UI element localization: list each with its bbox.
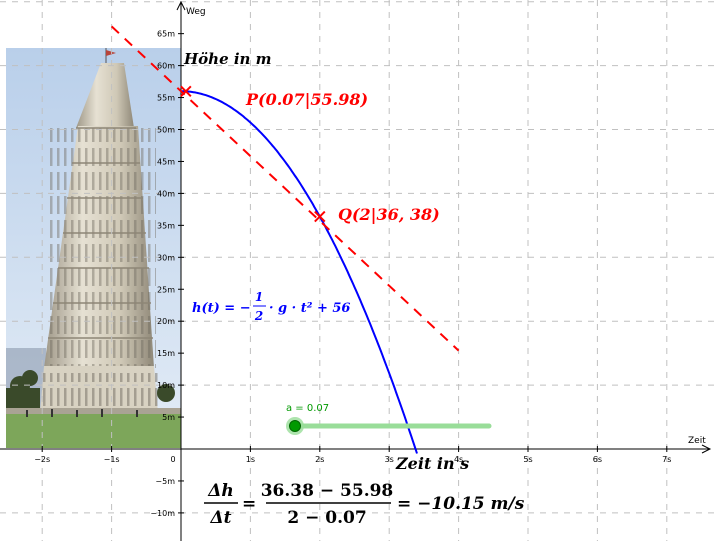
point-p-label: P(0.07|55.98) bbox=[245, 90, 368, 109]
formula-frac-num: 1 bbox=[255, 290, 263, 304]
quotient-equals: = bbox=[242, 494, 256, 514]
quotient-result: = −10.15 m/s bbox=[397, 494, 525, 514]
point-q-marker[interactable] bbox=[314, 210, 326, 223]
y-tick-label: 40m bbox=[157, 189, 175, 198]
point-p-marker[interactable] bbox=[180, 85, 192, 97]
y-tick-label: 15m bbox=[157, 349, 175, 358]
quotient-rhs-num: 36.38 − 55.98 bbox=[261, 481, 394, 501]
x-axis-name: Zeit bbox=[688, 436, 706, 446]
y-tick-label: −10m bbox=[150, 509, 175, 518]
x-tick-label: 1s bbox=[246, 455, 255, 464]
slider[interactable]: a = 0.07 bbox=[286, 403, 492, 435]
y-tick-label: 10m bbox=[157, 381, 175, 390]
y-tick-label: 65m bbox=[157, 30, 175, 39]
y-axis-ticks: 65m 60m 55m 50m 45m 40m 35m 30m 25m 20m 15m 10m 5m −5… bbox=[150, 30, 184, 518]
x-tick-label: 2s bbox=[315, 455, 324, 464]
y-tick-label: 55m bbox=[157, 94, 175, 103]
y-tick-label: −5m bbox=[155, 477, 175, 486]
x-tick-label: 0 bbox=[170, 455, 175, 464]
x-tick-label: 3s bbox=[385, 455, 394, 464]
y-tick-label: 30m bbox=[157, 253, 175, 262]
point-q-label: Q(2|36, 38) bbox=[338, 205, 440, 224]
x-tick-label: −1s bbox=[104, 455, 120, 464]
formula-lhs: h(t) = − bbox=[192, 301, 251, 316]
tower-photo bbox=[6, 48, 181, 448]
y-tick-label: 5m bbox=[162, 413, 175, 422]
point-cross-stroke bbox=[314, 210, 326, 223]
y-tick-label: 35m bbox=[157, 221, 175, 230]
x-tick-label: −2s bbox=[34, 455, 50, 464]
y-tick-label: 20m bbox=[157, 317, 175, 326]
zeit-label: Zeit in s bbox=[395, 454, 469, 473]
slider-label: a = 0.07 bbox=[286, 403, 329, 414]
x-tick-label: 4s bbox=[454, 455, 463, 464]
slider-knob[interactable] bbox=[289, 420, 301, 432]
y-tick-label: 45m bbox=[157, 157, 175, 166]
formula-frac-den: 2 bbox=[254, 309, 263, 323]
secant-line[interactable] bbox=[110, 25, 460, 352]
formula-rhs: · g · t² + 56 bbox=[269, 301, 350, 316]
y-tick-label: 60m bbox=[157, 62, 175, 71]
quotient-rhs-den: 2 − 0.07 bbox=[287, 508, 366, 528]
quotient-lhs-den: Δt bbox=[209, 508, 231, 528]
hoehe-label: Höhe in m bbox=[183, 50, 272, 68]
x-tick-label: 6s bbox=[593, 455, 602, 464]
x-axis-ticks: −2s −1s 0 1s 2s 3s 4s 5s 6s 7s bbox=[34, 446, 671, 464]
y-axis-name: Weg bbox=[186, 7, 206, 17]
quotient-lhs-num: Δh bbox=[207, 481, 234, 501]
x-tick-label: 7s bbox=[662, 455, 671, 464]
y-tick-label: 50m bbox=[157, 126, 175, 135]
function-curve[interactable] bbox=[181, 90, 418, 454]
function-formula: h(t) = − 1 2 · g · t² + 56 bbox=[192, 290, 350, 323]
difference-quotient: Δh Δt = 36.38 − 55.98 2 − 0.07 = −10.15 … bbox=[204, 481, 525, 528]
y-tick-label: 25m bbox=[157, 285, 175, 294]
x-tick-label: 5s bbox=[523, 455, 532, 464]
point-cross-stroke bbox=[180, 85, 192, 97]
